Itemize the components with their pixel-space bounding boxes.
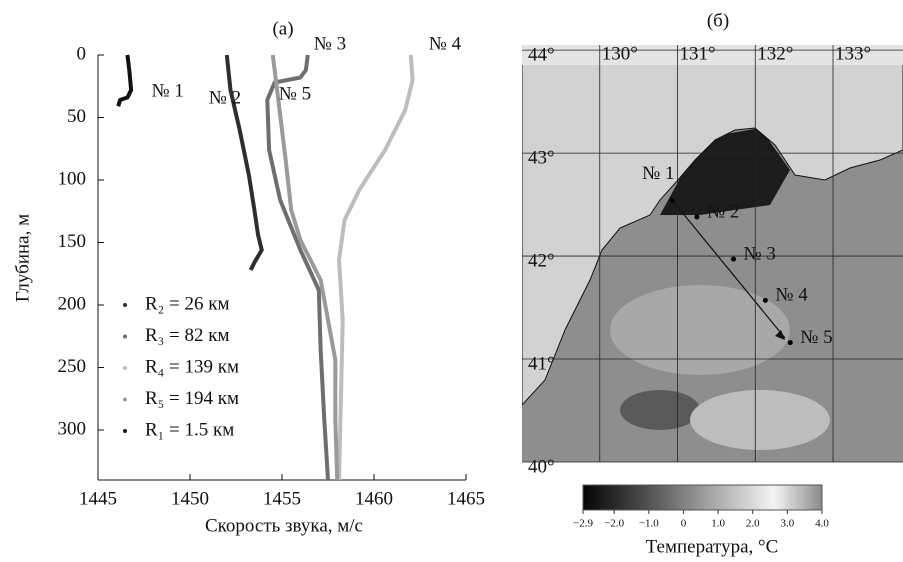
colorbar-tick-label: 1.0 — [711, 518, 725, 530]
profile-line — [270, 54, 340, 481]
sea-pattern — [620, 390, 700, 430]
colorbar-label: Температура, °C — [646, 536, 779, 557]
sea-pattern — [610, 285, 790, 375]
lon-label: 133° — [835, 43, 871, 64]
lon-label: 131° — [679, 43, 715, 64]
colorbar-tick-label: 0 — [681, 518, 687, 530]
station-label: № 1 — [151, 80, 183, 101]
station-label: № 2 — [209, 87, 241, 108]
colorbar-tick-label: −2.0 — [604, 518, 624, 530]
y-tick-label: 300 — [58, 418, 87, 439]
panel-b-title: (б) — [707, 10, 729, 31]
y-tick-label: 200 — [58, 293, 87, 314]
colorbar — [582, 484, 823, 511]
x-tick-label: 1450 — [171, 488, 209, 509]
lat-label: 44° — [528, 45, 555, 66]
sea-pattern — [690, 390, 830, 450]
y-tick-label: 150 — [58, 231, 87, 252]
legend-marker — [123, 429, 127, 433]
lat-label: 40° — [528, 456, 555, 477]
station-label: № 1 — [642, 163, 674, 184]
x-tick-label: 1465 — [447, 488, 485, 509]
y-tick-label: 0 — [77, 43, 87, 64]
colorbar-tick-label: 4.0 — [815, 518, 829, 530]
x-tick-label: 1455 — [263, 488, 301, 509]
colorbar-tick-label: 2.0 — [746, 518, 760, 530]
y-tick-label: 50 — [67, 106, 86, 127]
profile-line — [337, 54, 415, 481]
legend-marker — [123, 397, 127, 402]
cold-water — [660, 128, 790, 215]
station-point — [694, 214, 700, 220]
lat-label: 42° — [528, 250, 555, 271]
legend-marker — [123, 303, 127, 307]
station-point — [730, 256, 736, 262]
lat-label: 43° — [528, 147, 555, 168]
panel-a-title: (а) — [272, 18, 293, 39]
legend-entry: R₃ = 82 км — [145, 325, 230, 346]
lat-label: 41° — [528, 353, 555, 374]
lon-label: 130° — [602, 43, 638, 64]
transect-arrow — [671, 199, 786, 339]
land — [522, 45, 903, 406]
arrow-head — [775, 330, 785, 340]
station-point — [787, 340, 793, 346]
x-axis-label: Скорость звука, м/с — [205, 515, 363, 536]
legend-entry: R₁ = 1.5 км — [145, 419, 234, 440]
map-image — [522, 45, 903, 462]
station-label: № 4 — [429, 33, 462, 54]
profile-line — [265, 54, 330, 481]
colorbar-tick-label: −2.9 — [573, 518, 593, 530]
station-label: № 3 — [314, 33, 346, 54]
y-tick-label: 250 — [58, 356, 87, 377]
legend-entry: R₂ = 26 км — [145, 293, 230, 314]
colorbar-tick-label: −1.0 — [639, 518, 659, 530]
station-label: № 2 — [707, 201, 739, 222]
legend-marker — [123, 366, 127, 370]
station-label: № 5 — [279, 83, 311, 104]
station-point — [669, 197, 675, 203]
legend-entry: R₄ = 139 км — [145, 356, 239, 377]
legend-entry: R₅ = 194 км — [145, 388, 239, 409]
x-tick-label: 1460 — [355, 488, 393, 509]
station-point — [762, 297, 768, 303]
station-label: № 4 — [775, 285, 808, 306]
x-tick-label: 1445 — [79, 488, 117, 509]
y-axis-label: Глубина, м — [12, 214, 33, 302]
profile-line — [116, 54, 134, 107]
station-label: № 3 — [743, 244, 775, 265]
legend-marker — [123, 334, 127, 339]
profile-line — [224, 54, 264, 271]
lon-label: 132° — [757, 43, 793, 64]
y-tick-label: 100 — [58, 168, 87, 189]
station-label: № 5 — [800, 327, 832, 348]
colorbar-tick-label: 3.0 — [780, 518, 794, 530]
